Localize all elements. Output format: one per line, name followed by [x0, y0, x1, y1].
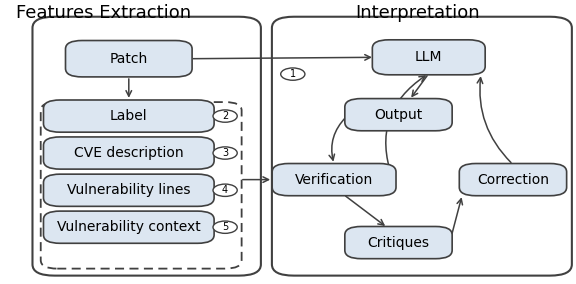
- Text: Verification: Verification: [295, 173, 373, 187]
- FancyBboxPatch shape: [66, 41, 192, 77]
- FancyBboxPatch shape: [345, 227, 452, 259]
- Text: Label: Label: [110, 109, 147, 123]
- Text: Correction: Correction: [477, 173, 549, 187]
- Text: 2: 2: [222, 111, 228, 121]
- Circle shape: [213, 110, 237, 122]
- Text: CVE description: CVE description: [74, 146, 184, 160]
- Text: 3: 3: [222, 148, 228, 158]
- Circle shape: [213, 221, 237, 233]
- FancyBboxPatch shape: [372, 40, 485, 75]
- FancyBboxPatch shape: [43, 211, 214, 243]
- Circle shape: [213, 184, 237, 197]
- Text: Critiques: Critiques: [367, 236, 430, 250]
- Text: Vulnerability context: Vulnerability context: [57, 220, 200, 234]
- FancyBboxPatch shape: [43, 174, 214, 206]
- Circle shape: [213, 147, 237, 159]
- Text: Vulnerability lines: Vulnerability lines: [67, 183, 191, 197]
- FancyBboxPatch shape: [43, 100, 214, 132]
- Circle shape: [281, 68, 305, 80]
- Text: Patch: Patch: [109, 52, 148, 66]
- Text: 4: 4: [222, 185, 228, 195]
- Text: Interpretation: Interpretation: [355, 3, 480, 22]
- Text: Features Extraction: Features Extraction: [17, 3, 192, 22]
- FancyBboxPatch shape: [459, 164, 567, 196]
- FancyBboxPatch shape: [345, 99, 452, 131]
- Text: 5: 5: [222, 222, 228, 232]
- Text: Output: Output: [374, 108, 423, 122]
- FancyBboxPatch shape: [43, 137, 214, 169]
- Text: 1: 1: [290, 69, 296, 79]
- FancyBboxPatch shape: [272, 164, 396, 196]
- Text: LLM: LLM: [415, 50, 442, 64]
